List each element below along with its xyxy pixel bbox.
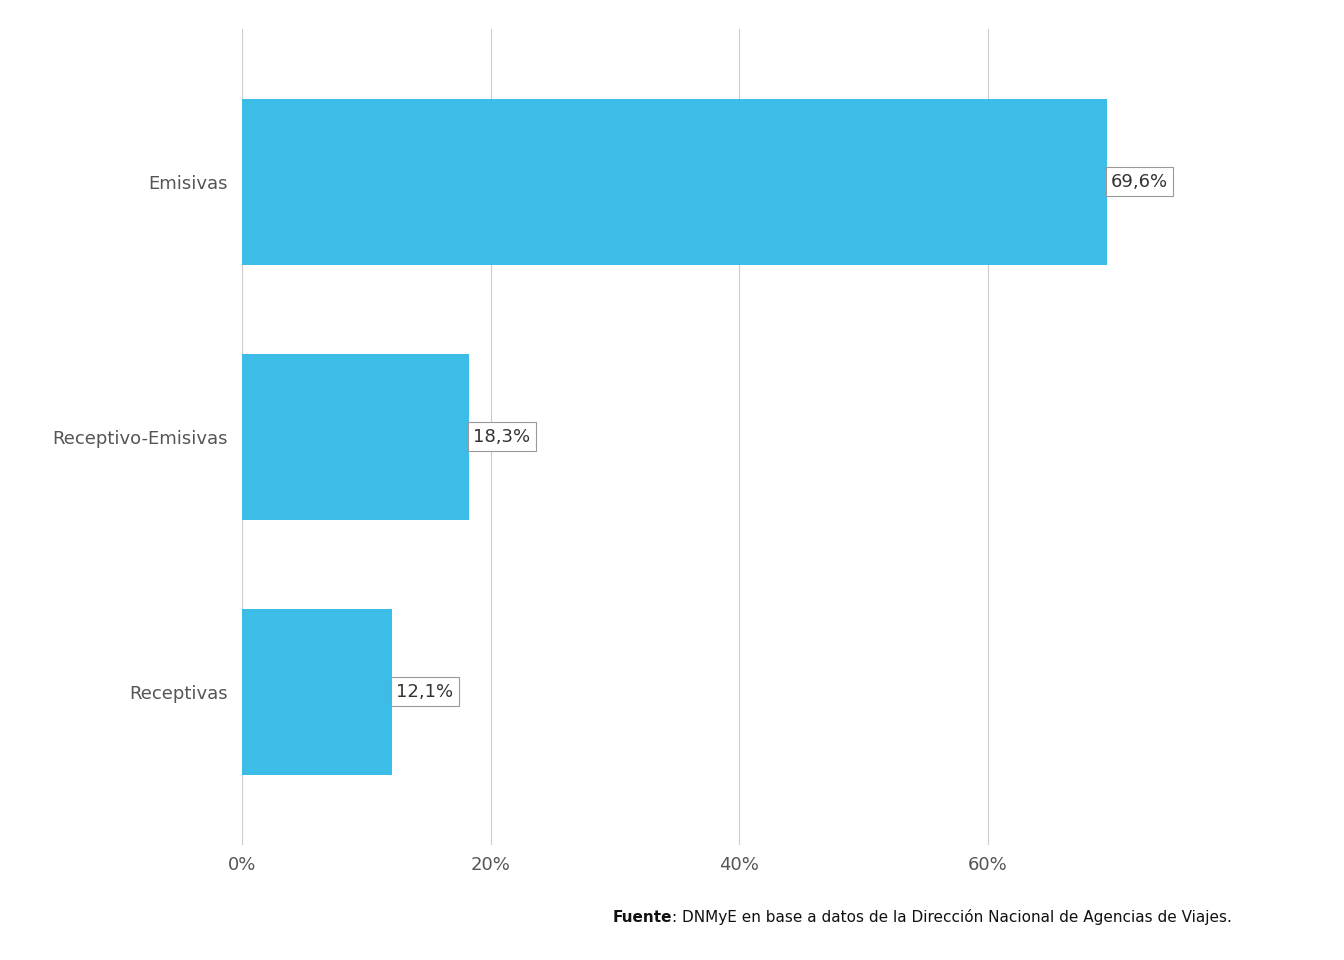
Text: : DNMyE en base a datos de la Dirección Nacional de Agencias de Viajes.: : DNMyE en base a datos de la Dirección … xyxy=(672,908,1232,924)
Bar xyxy=(242,354,469,519)
Text: 18,3%: 18,3% xyxy=(473,428,531,445)
Text: 12,1%: 12,1% xyxy=(396,683,453,701)
Text: 69,6%: 69,6% xyxy=(1111,173,1168,191)
Text: Fuente: Fuente xyxy=(613,910,672,924)
Bar xyxy=(242,99,1107,265)
Bar xyxy=(242,609,392,775)
